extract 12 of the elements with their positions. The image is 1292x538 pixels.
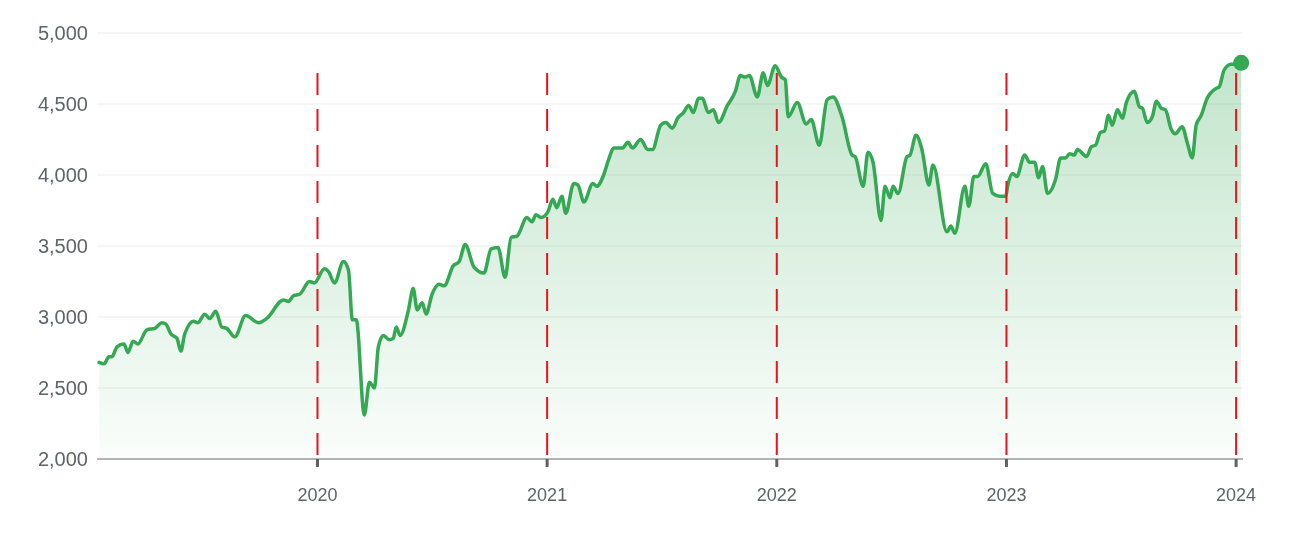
y-tick-label: 5,000 [37,22,88,44]
y-tick-label: 2,500 [37,377,88,399]
x-tick-label: 2023 [986,485,1027,505]
x-tick-label: 2020 [297,485,338,505]
y-tick-label: 3,500 [37,235,88,257]
y-tick-label: 4,000 [37,164,88,186]
x-tick-label: 2024 [1216,485,1257,505]
y-tick-label: 4,500 [37,93,88,115]
x-tick-label: 2022 [756,485,797,505]
x-tick-label: 2021 [527,485,568,505]
y-tick-label: 3,000 [37,306,88,328]
y-tick-label: 2,000 [37,448,88,470]
